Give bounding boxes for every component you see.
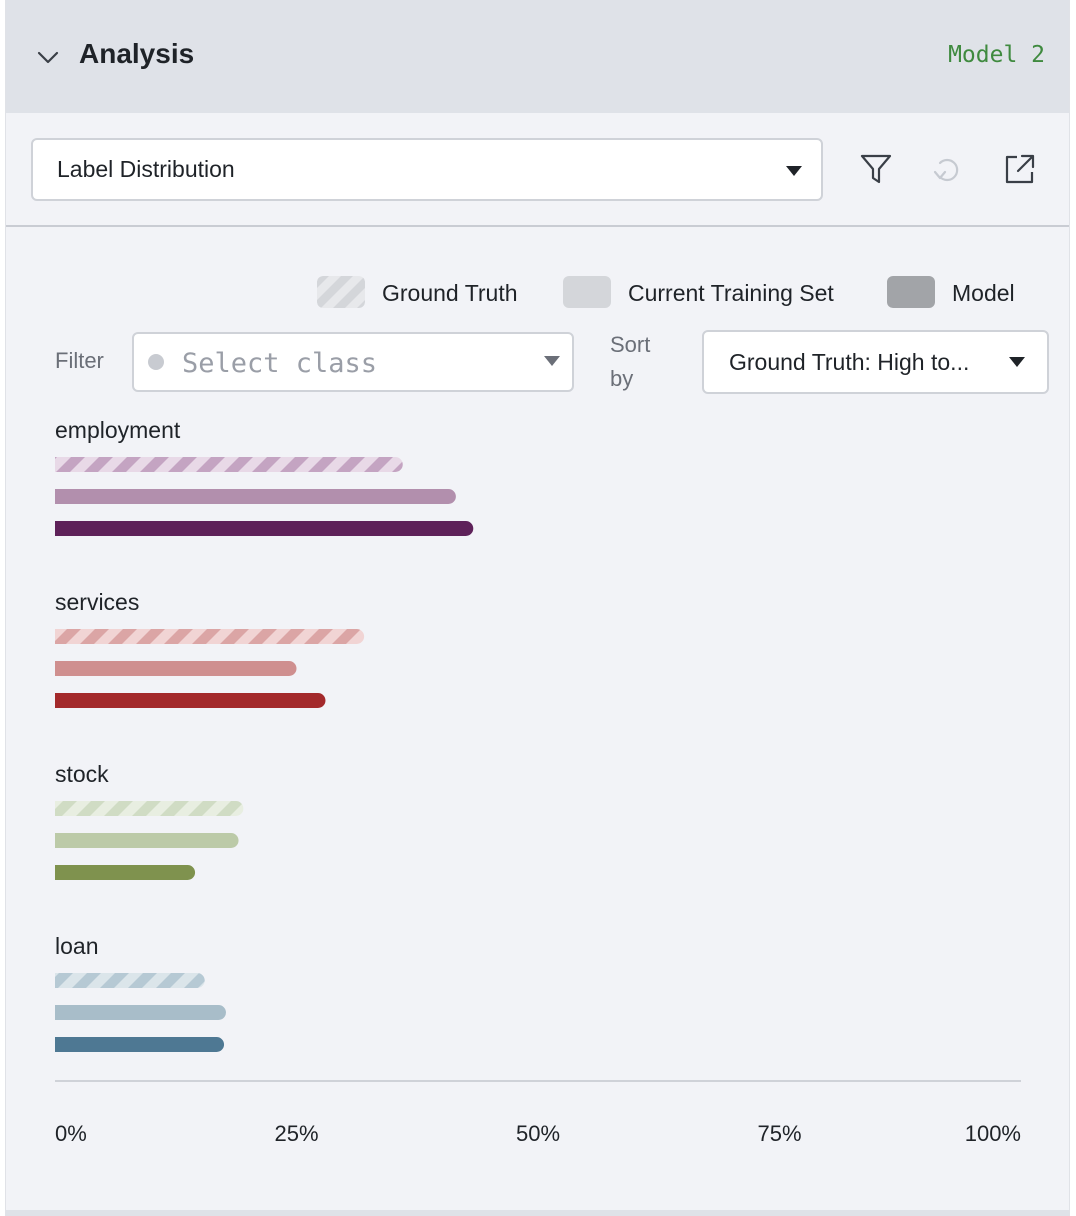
bar-stock-ground-truth[interactable]: [55, 801, 244, 816]
sort-select-value: Ground Truth: High to...: [729, 349, 970, 375]
panel-title: Analysis: [79, 38, 195, 69]
analysis-toolbar: Label Distribution: [6, 113, 1069, 227]
bar-services-ground-truth[interactable]: [55, 629, 365, 644]
view-select-value: Label Distribution: [57, 156, 235, 182]
view-select[interactable]: Label Distribution: [31, 138, 823, 201]
caret-down-icon: [786, 166, 802, 176]
sort-label-text: Sort by: [610, 332, 651, 391]
bar-loan-ground-truth[interactable]: [55, 973, 205, 988]
model-swatch: [887, 276, 935, 308]
panel-footer: [6, 1210, 1069, 1216]
bar-loan-model[interactable]: [55, 1037, 225, 1052]
filter-label: Filter: [55, 348, 104, 373]
class-filter-input[interactable]: [180, 344, 524, 382]
sort-label: Sort by: [610, 328, 670, 396]
x-tick-label: 75%: [757, 1121, 801, 1146]
caret-down-icon: [1009, 357, 1025, 367]
bar-loan-current-training-set[interactable]: [55, 1005, 226, 1020]
current-training-set-swatch: [563, 276, 611, 308]
x-tick-label: 100%: [965, 1121, 1021, 1146]
filter-icon[interactable]: [859, 152, 893, 186]
bar-employment-current-training-set[interactable]: [55, 489, 456, 504]
bar-stock-current-training-set[interactable]: [55, 833, 239, 848]
class-color-dot: [148, 354, 164, 370]
legend-label-ground-truth: Ground Truth: [382, 280, 518, 306]
sort-select[interactable]: Ground Truth: High to...: [702, 330, 1049, 394]
legend-label-current-training-set: Current Training Set: [628, 280, 834, 306]
category-label-loan: loan: [55, 933, 98, 959]
class-filter-select[interactable]: [132, 332, 574, 392]
category-label-services: services: [55, 589, 139, 615]
bar-services-current-training-set[interactable]: [55, 661, 297, 676]
bar-stock-model[interactable]: [55, 865, 196, 880]
model-tag: Model 2: [948, 42, 1045, 68]
panel-header: Analysis Model 2: [6, 0, 1069, 113]
bar-employment-ground-truth[interactable]: [55, 457, 403, 472]
label-distribution-chart: employment services stock loan 0% 25% 50% 75% 10…: [55, 417, 1021, 1146]
analysis-panel: Analysis Model 2 Label Distribution: [5, 0, 1070, 1216]
x-tick-label: 50%: [516, 1121, 560, 1146]
external-link-icon[interactable]: [1003, 152, 1037, 186]
chevron-down-icon[interactable]: [36, 45, 60, 69]
x-tick-label: 25%: [274, 1121, 318, 1146]
category-label-stock: stock: [55, 761, 109, 787]
legend-label-model: Model: [952, 280, 1015, 306]
x-tick-label: 0%: [55, 1121, 87, 1146]
bar-employment-model[interactable]: [55, 521, 474, 536]
caret-down-icon: [544, 356, 560, 366]
undo-icon[interactable]: [931, 152, 965, 186]
category-label-employment: employment: [55, 417, 181, 443]
bar-services-model[interactable]: [55, 693, 326, 708]
ground-truth-swatch: [317, 276, 365, 308]
